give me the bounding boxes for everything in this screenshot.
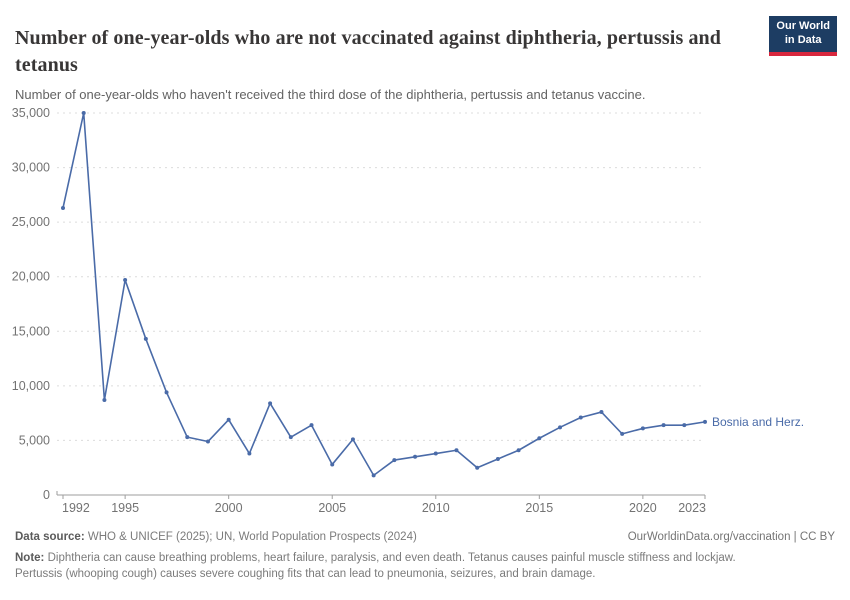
data-point (661, 423, 666, 428)
owid-logo[interactable]: Our World in Data (769, 16, 837, 56)
data-point (164, 390, 169, 395)
data-point (392, 458, 397, 463)
data-point (102, 398, 107, 403)
data-source: Data source: WHO & UNICEF (2025); UN, Wo… (15, 531, 417, 543)
note-text: Diphtheria can cause breathing problems,… (15, 552, 736, 581)
note-label: Note: (15, 552, 45, 564)
owid-link[interactable]: OurWorldinData.org/vaccination | CC BY (627, 531, 835, 543)
data-point (516, 448, 521, 453)
data-point (288, 435, 293, 440)
x-tick-label: 2005 (318, 501, 346, 515)
x-tick-label: 1992 (62, 501, 90, 515)
data-point (247, 451, 252, 456)
data-point (226, 417, 231, 422)
data-point (558, 425, 563, 430)
data-point (61, 205, 65, 210)
data-point (330, 462, 335, 467)
data-line (62, 112, 706, 477)
data-point (703, 419, 707, 424)
data-point (371, 473, 376, 478)
data-point (123, 277, 128, 282)
data-source-label: Data source: (15, 531, 85, 543)
x-tick-label: 2020 (629, 501, 657, 515)
line-chart: 0 5,000 10,000 15,000 20,000 25,000 30,000 35,0… (12, 106, 804, 515)
y-tick-label: 35,000 (12, 106, 50, 120)
data-source-text: WHO & UNICEF (2025); UN, World Populatio… (84, 531, 417, 543)
data-point (475, 465, 480, 470)
data-point (599, 410, 604, 415)
owid-logo-line1: Our World (776, 20, 830, 32)
data-point (205, 439, 210, 444)
chart-note: Note: Diphtheria can cause breathing pro… (15, 550, 783, 583)
chart-subtitle: Number of one-year-olds who haven't rece… (15, 87, 646, 102)
x-tick-label: 2015 (525, 501, 553, 515)
data-point (185, 435, 190, 440)
data-point (620, 431, 625, 436)
owid-logo-line2: in Data (784, 34, 822, 47)
y-tick-label: 25,000 (12, 215, 50, 229)
chart-footer: Data source: WHO & UNICEF (2025); UN, Wo… (15, 531, 835, 583)
y-tick-label: 0 (43, 488, 50, 502)
y-tick-label: 15,000 (12, 324, 50, 338)
data-point (268, 401, 273, 406)
data-point (578, 415, 583, 420)
y-tick-label: 20,000 (12, 270, 50, 284)
y-tick-label: 10,000 (12, 379, 50, 393)
data-point (537, 436, 542, 441)
data-point (350, 437, 355, 442)
y-tick-label: 5,000 (19, 433, 50, 447)
data-point (495, 456, 500, 461)
x-tick-label: 1995 (111, 501, 139, 515)
data-point (640, 426, 645, 431)
data-point (433, 451, 438, 456)
x-tick-label: 2000 (215, 501, 243, 515)
data-point (682, 423, 687, 428)
data-point (309, 423, 314, 428)
data-point (454, 448, 459, 453)
x-tick-label: 2023 (678, 501, 706, 515)
page-title: Number of one-year-olds who are not vacc… (15, 27, 721, 76)
series-label[interactable]: Bosnia and Herz. (712, 415, 804, 429)
data-point (143, 336, 148, 341)
data-point (413, 454, 418, 459)
x-tick-label: 2010 (422, 501, 450, 515)
y-tick-label: 30,000 (12, 161, 50, 175)
data-point (81, 111, 86, 115)
